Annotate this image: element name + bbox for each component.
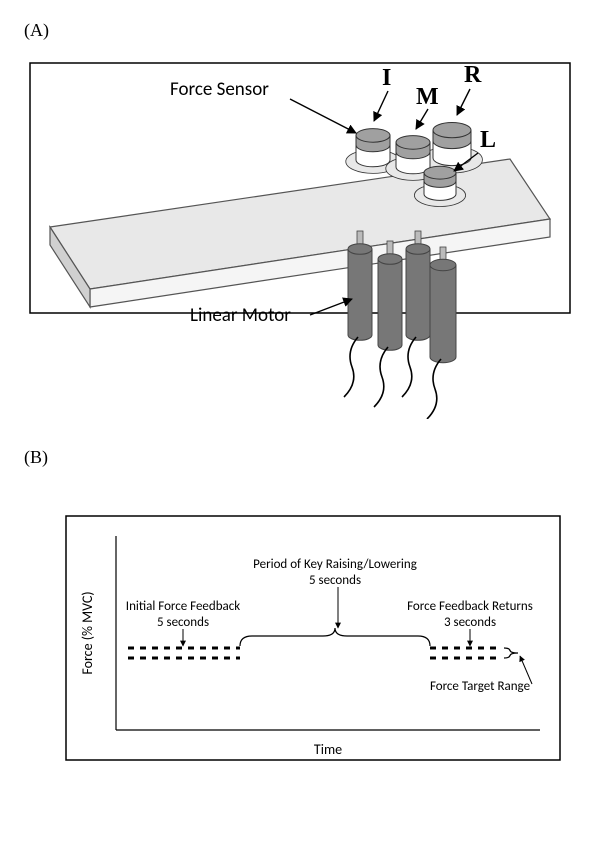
- force-sensor-label: Force Sensor: [170, 78, 269, 101]
- annotation-5: 3 seconds: [444, 615, 496, 630]
- y-axis-label: Force (% MVC): [79, 591, 96, 674]
- annotation-4: Force Feedback Returns: [407, 599, 533, 614]
- finger-label-i: I: [382, 65, 391, 91]
- panel-b-figure: Force (% MVC)TimeInitial Force Feedback5…: [20, 476, 580, 796]
- panel-b: (B) Force (% MVC) Time Initial Force Feedb…: [20, 447, 582, 796]
- x-axis-label: Time: [314, 741, 342, 758]
- annotation-2: Period of Key Raising/Lowering: [253, 557, 417, 572]
- finger-label-r: R: [464, 62, 482, 88]
- linear-motor-label: Linear Motor: [190, 304, 291, 327]
- panel-a-label: (A): [24, 20, 582, 41]
- annotation-3: 5 seconds: [309, 573, 361, 588]
- finger-label-m: M: [416, 84, 439, 110]
- annotation-0: Initial Force Feedback: [126, 599, 240, 614]
- panel-a: (A) Force Sensor IMR L Linear Motor: [20, 20, 582, 419]
- annotation-6: Force Target Range: [430, 679, 530, 694]
- panel-b-label: (B): [24, 447, 582, 468]
- panel-a-figure: Force Sensor IMR L Linear Motor: [20, 49, 580, 419]
- finger-label-l: L: [480, 127, 496, 153]
- annotation-1: 5 seconds: [157, 615, 209, 630]
